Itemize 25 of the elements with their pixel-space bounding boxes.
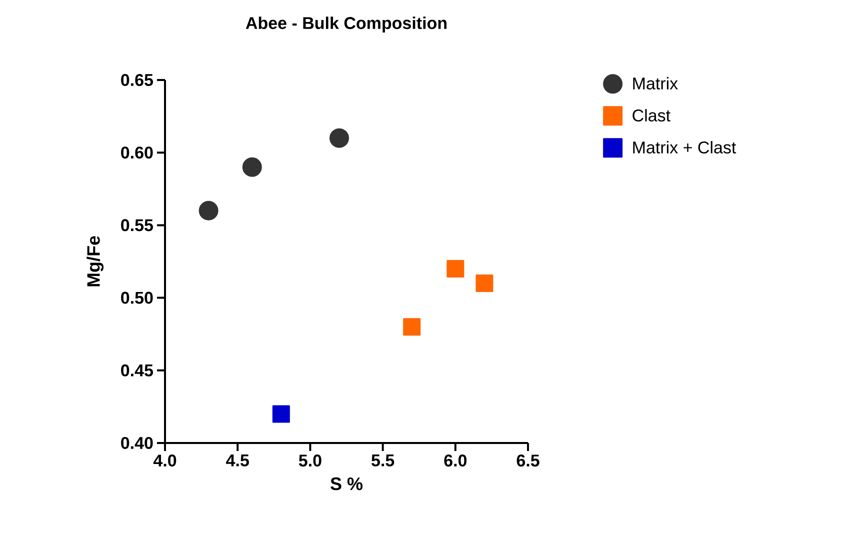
point [476,274,494,292]
x-tick-label: 5.0 [298,454,322,467]
y-tick-label: 0.65 [121,74,154,86]
x-axis-title: S % [330,477,363,490]
chart-title: Abee - Bulk Composition [246,16,446,32]
point [403,318,421,336]
x-tick-label: 5.5 [372,454,394,466]
point [446,260,464,278]
x-tick-label: 6.0 [444,454,467,467]
y-tick-label: 0.40 [121,436,153,450]
legend-label: Matrix [633,77,678,90]
y-tick-label: 0.45 [121,364,154,376]
point [329,128,349,148]
y-tick-label: 0.60 [121,146,153,159]
point [198,200,218,220]
legend-label: Clast [632,109,670,122]
legend-label: Matrix + Clast [633,141,736,154]
point [242,157,262,177]
x-tick-label: 4.0 [153,454,176,467]
x-tick-label: 4.5 [226,454,249,466]
y-tick-label: 0.50 [121,292,153,304]
x-tick-label: 6.5 [516,454,540,467]
point [272,405,290,423]
y-axis-title: Mg/Fe [86,236,104,286]
y-tick-label: 0.55 [121,219,154,232]
